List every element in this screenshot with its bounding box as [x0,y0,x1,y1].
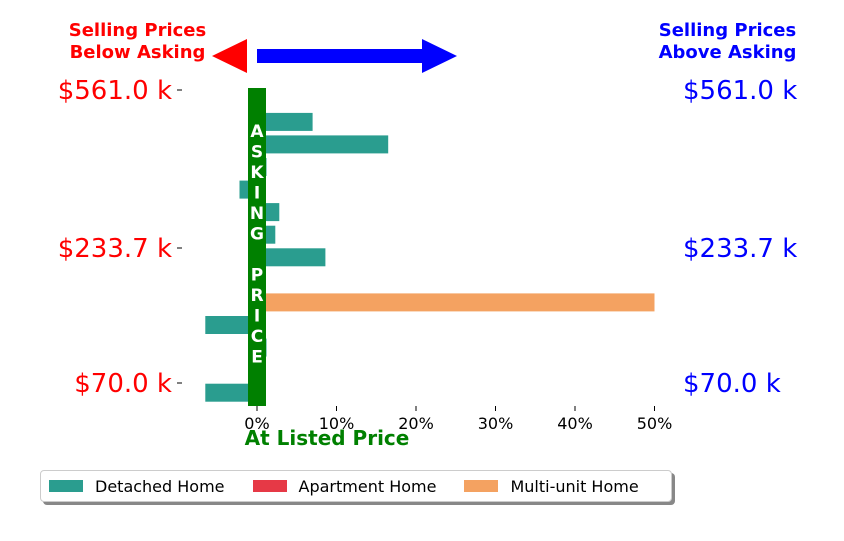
legend-swatch-detached [49,480,83,492]
left-price-labels: $561.0 k $233.7 k $70.0 k [58,76,182,399]
x-axis: 0% 10% 20% 30% 40% 50% [244,406,672,433]
asking-letter-9: I [254,307,260,327]
bars-layer [205,112,655,402]
bar-detached-home-7 [205,316,257,334]
asking-letter-1: S [251,143,263,163]
bar-multi-unit-home-0 [257,293,655,312]
left-price-label-2: $70.0 k [74,369,172,399]
above-asking-line1: Selling Prices [658,20,797,41]
legend-swatch-multi-unit [464,480,499,492]
left-price-label-1: $233.7 k [58,234,172,264]
above-asking-line2: Above Asking [658,42,797,63]
right-arrow-icon [422,39,457,73]
right-price-label-1: $233.7 k [683,234,797,264]
x-tick-label-4: 40% [557,414,593,433]
asking-letter-3: I [254,184,260,204]
asking-letter-11: E [251,348,263,368]
asking-letter-5: G [250,225,264,245]
legend-item-apartment: Apartment Home [252,476,437,496]
legend-swatch-apartment [252,480,287,492]
asking-price-band [248,88,266,406]
x-axis-title: At Listed Price [245,426,410,450]
right-price-label-2: $70.0 k [683,369,781,399]
x-tick-label-3: 30% [478,414,514,433]
legend-label-detached: Detached Home [95,476,225,496]
x-tick-label-1: 10% [319,414,355,433]
bar-detached-home-6 [257,248,326,267]
legend-label-multi-unit: Multi-unit Home [510,476,639,496]
legend-item-detached: Detached Home [49,477,225,496]
right-arrow-shaft [257,49,425,63]
asking-letter-2: K [250,163,264,183]
asking-letter-0: A [250,122,264,142]
legend-item-multi-unit: Multi-unit Home [464,476,639,496]
bar-detached-home-0 [257,112,313,131]
asking-letter-4: N [250,204,264,224]
x-tick-label-0: 0% [244,414,269,433]
bar-detached-home-1 [257,135,389,154]
right-price-labels: $561.0 k $233.7 k $70.0 k [683,76,797,399]
asking-letter-10: C [251,327,263,347]
asking-letter-7: P [251,266,263,286]
legend: Detached Home Apartment Home Multi-unit … [40,470,672,502]
x-tick-label-2: 20% [398,414,434,433]
left-arrow-icon [212,39,247,73]
below-asking-line1: Selling Prices [68,20,207,41]
asking-letter-8: R [250,286,263,306]
below-asking-line2: Below Asking [69,42,206,63]
right-price-label-0: $561.0 k [683,76,797,106]
below-asking-heading: Selling Prices Below Asking [40,20,235,64]
left-price-label-0: $561.0 k [58,76,172,106]
bar-detached-home-9 [205,383,257,402]
x-tick-label-5: 50% [637,414,673,433]
above-asking-heading: Selling Prices Above Asking [630,20,825,64]
legend-label-apartment: Apartment Home [298,476,437,496]
